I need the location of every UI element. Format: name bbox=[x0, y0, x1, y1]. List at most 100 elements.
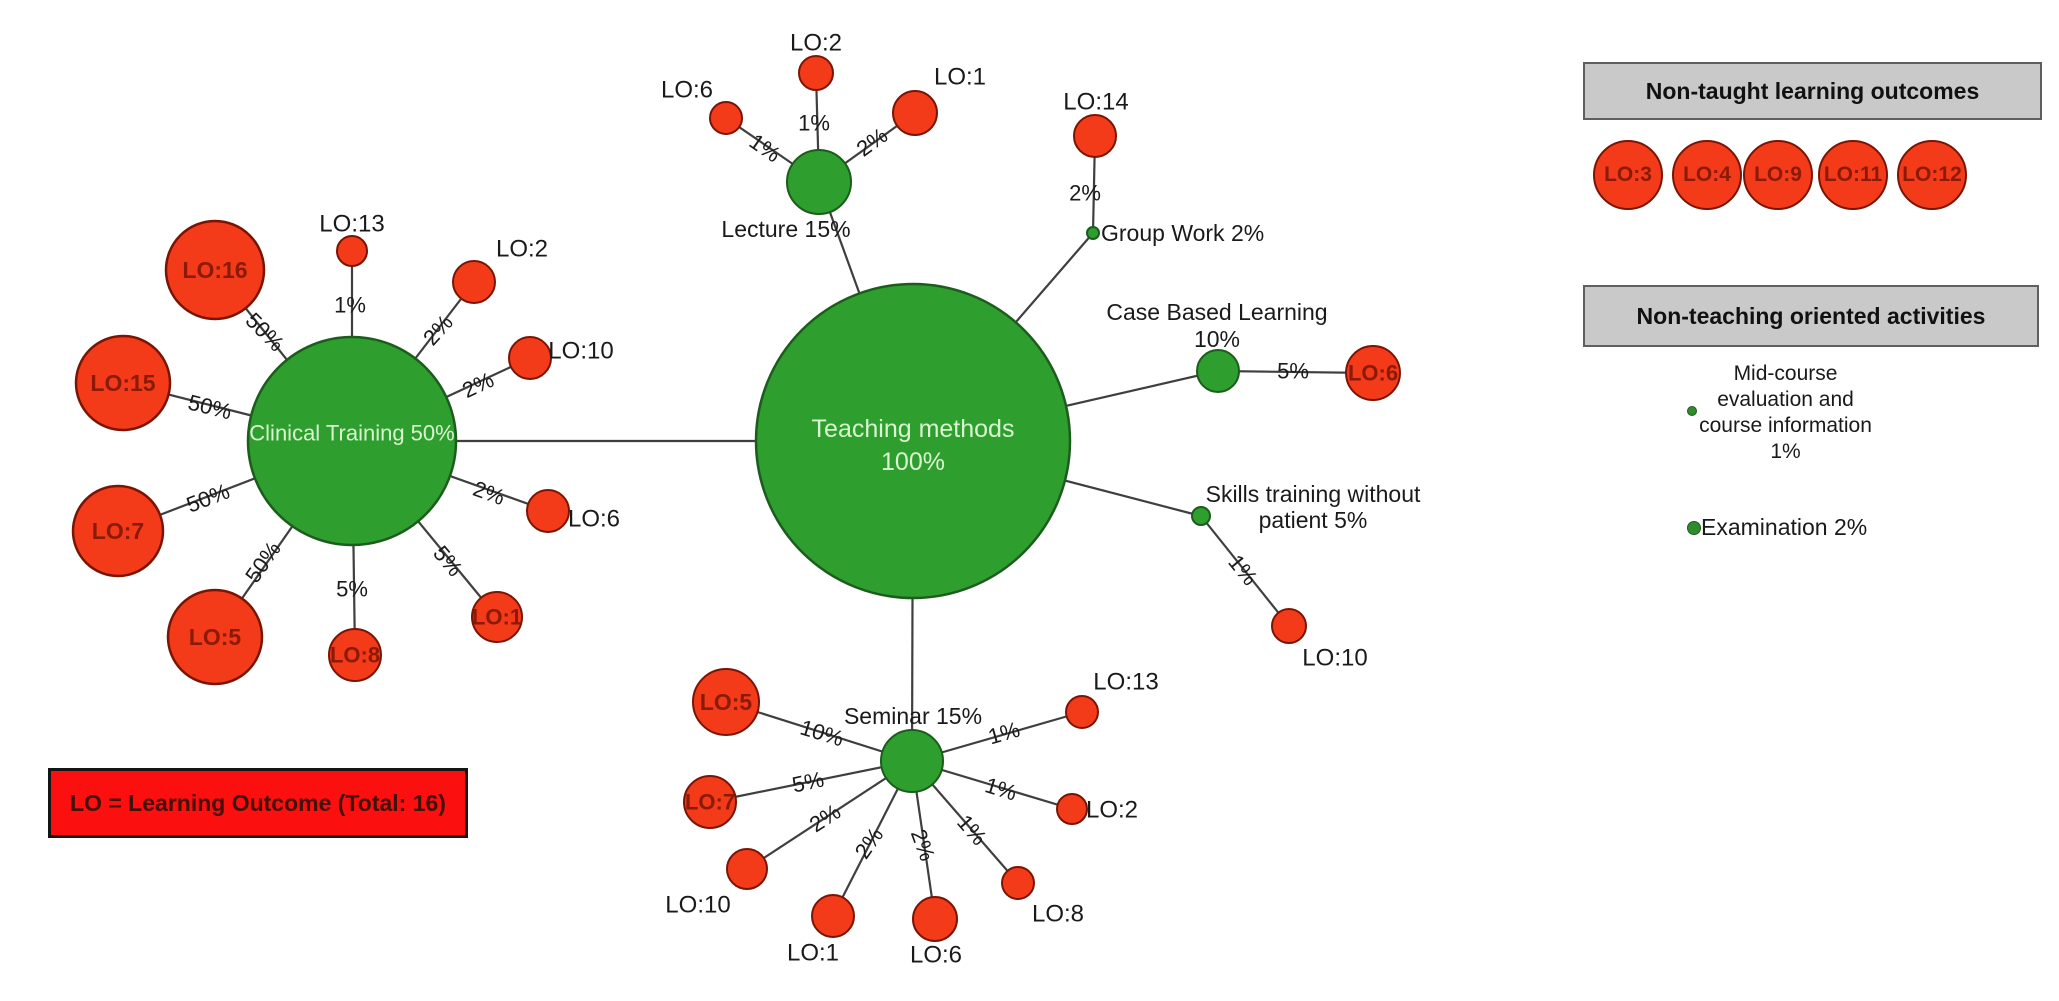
legend-outcome-lo3: LO:3 bbox=[1593, 140, 1663, 210]
legend-outcome-lo3-label: LO:3 bbox=[1604, 163, 1652, 186]
edge-label-casebased-cb_lo6: 5% bbox=[1277, 359, 1309, 384]
node-cl_lo7 bbox=[71, 484, 165, 578]
node-cl_lo10 bbox=[508, 336, 552, 380]
node-cl_lo16 bbox=[164, 219, 266, 321]
label-sem_lo2: LO:2 bbox=[1086, 797, 1138, 824]
edge-seminar-sem_lo10 bbox=[746, 760, 913, 870]
node-lecture bbox=[786, 149, 852, 215]
node-cl_lo5 bbox=[166, 588, 264, 686]
node-cb_lo6 bbox=[1345, 345, 1401, 401]
node-sem_lo10 bbox=[726, 848, 768, 890]
label-sem_lo10: LO:10 bbox=[665, 892, 730, 919]
label-cl_lo1: LO:1 bbox=[472, 605, 522, 630]
node-sem_lo6 bbox=[912, 896, 958, 942]
node-sem_lo2 bbox=[1056, 793, 1088, 825]
label-lec_lo1: LO:1 bbox=[934, 64, 986, 91]
edge-label-lecture-lec_lo1: 2% bbox=[852, 123, 892, 162]
label-cl_lo15: LO:15 bbox=[90, 370, 155, 396]
edge-label-seminar-sem_lo13: 1% bbox=[985, 717, 1022, 750]
midcourse-evaluation-label: Mid-course evaluation and course informa… bbox=[1699, 362, 1872, 463]
node-sem_lo13 bbox=[1065, 695, 1099, 729]
label-skills-1: patient 5% bbox=[1259, 507, 1368, 533]
node-casebased bbox=[1196, 349, 1240, 393]
node-cl_lo15 bbox=[74, 334, 172, 432]
label-cb_lo6: LO:6 bbox=[1348, 361, 1398, 386]
label-gw_lo14: LO:14 bbox=[1063, 89, 1128, 116]
edge-seminar-sem_lo7 bbox=[709, 759, 913, 804]
node-lec_lo1 bbox=[892, 90, 938, 136]
legend-outcome-lo12-label: LO:12 bbox=[1902, 163, 1962, 186]
edge-label-groupwork-gw_lo14: 2% bbox=[1069, 181, 1101, 206]
examination-dot-icon bbox=[1687, 521, 1701, 535]
edge-label-clinical-cl_lo7: 50% bbox=[183, 478, 233, 517]
node-sk_lo10 bbox=[1271, 608, 1307, 644]
node-sem_lo8 bbox=[1001, 866, 1035, 900]
edge-label-lecture-lec_lo2: 1% bbox=[798, 111, 830, 136]
label-tm: Teaching methods bbox=[812, 415, 1015, 443]
label-cl_lo2: LO:2 bbox=[496, 236, 548, 263]
label-sem_lo7: LO:7 bbox=[685, 790, 735, 815]
label-cl_lo16: LO:16 bbox=[182, 257, 247, 283]
node-skills bbox=[1191, 506, 1211, 526]
label-casebased-1: 10% bbox=[1194, 326, 1240, 352]
lo-definition-note: LO = Learning Outcome (Total: 16) bbox=[48, 768, 468, 838]
legend-outcome-lo9-label: LO:9 bbox=[1754, 163, 1802, 186]
edge-label-seminar-sem_lo2: 1% bbox=[982, 772, 1020, 805]
node-cl_lo13 bbox=[336, 235, 368, 267]
label-groupwork: Group Work 2% bbox=[1101, 220, 1264, 246]
label-sem_lo5: LO:5 bbox=[700, 689, 753, 715]
legend-outcome-lo11: LO:11 bbox=[1818, 140, 1888, 210]
edge-label-clinical-cl_lo8: 5% bbox=[336, 577, 368, 602]
edge-label-seminar-sem_lo8: 1% bbox=[952, 810, 992, 850]
edge-label-seminar-sem_lo6: 2% bbox=[906, 826, 940, 864]
label-sem_lo13: LO:13 bbox=[1093, 669, 1158, 696]
label-cl_lo6: LO:6 bbox=[568, 506, 620, 533]
midcourse-dot-icon bbox=[1687, 406, 1697, 416]
legend-outcome-lo4: LO:4 bbox=[1672, 140, 1742, 210]
node-clinical bbox=[246, 335, 458, 547]
edge-label-clinical-cl_lo10: 2% bbox=[458, 367, 497, 403]
label-lec_lo6: LO:6 bbox=[661, 77, 713, 104]
legend-outcome-lo4-label: LO:4 bbox=[1683, 163, 1731, 186]
edge-label-seminar-sem_lo7: 5% bbox=[790, 766, 826, 797]
label-lecture: Lecture 15% bbox=[721, 216, 850, 242]
label-cl_lo7: LO:7 bbox=[92, 518, 144, 544]
label-lec_lo2: LO:2 bbox=[790, 30, 842, 57]
node-cl_lo6 bbox=[526, 489, 570, 533]
edge-label-seminar-sem_lo5: 10% bbox=[797, 715, 846, 752]
label-seminar: Seminar 15% bbox=[844, 703, 982, 729]
node-lec_lo6 bbox=[709, 101, 743, 135]
node-sem_lo7 bbox=[683, 775, 737, 829]
edge-label-seminar-sem_lo10: 2% bbox=[805, 799, 845, 837]
node-tm bbox=[754, 282, 1072, 600]
lo-definition-note-text: LO = Learning Outcome (Total: 16) bbox=[70, 789, 446, 816]
label-sem_lo6: LO:6 bbox=[910, 942, 962, 969]
edge-skills-sk_lo10 bbox=[1200, 515, 1290, 627]
node-lec_lo2 bbox=[798, 55, 834, 91]
label-tm-1: 100% bbox=[881, 448, 945, 476]
label-clinical: Clinical Training 50% bbox=[249, 421, 454, 446]
label-casebased: Case Based Learning bbox=[1106, 299, 1327, 325]
legend-non-teaching-title: Non-teaching oriented activities bbox=[1636, 302, 1986, 329]
edge-label-clinical-cl_lo13: 1% bbox=[334, 293, 366, 318]
node-cl_lo1 bbox=[471, 591, 523, 643]
label-cl_lo10: LO:10 bbox=[548, 338, 613, 365]
node-sem_lo5 bbox=[692, 668, 760, 736]
legend-non-teaching-header: Non-teaching oriented activities bbox=[1583, 285, 2039, 347]
legend-outcome-lo9: LO:9 bbox=[1743, 140, 1813, 210]
node-gw_lo14 bbox=[1073, 114, 1117, 158]
node-cl_lo8 bbox=[328, 628, 382, 682]
edge-label-clinical-cl_lo2: 2% bbox=[418, 310, 458, 350]
label-sem_lo8: LO:8 bbox=[1032, 901, 1084, 928]
node-groupwork bbox=[1086, 226, 1100, 240]
node-seminar bbox=[880, 729, 944, 793]
legend-outcome-lo12: LO:12 bbox=[1897, 140, 1967, 210]
edge-label-clinical-cl_lo16: 50% bbox=[241, 308, 290, 357]
label-skills: Skills training without bbox=[1206, 481, 1421, 507]
edge-label-clinical-cl_lo15: 50% bbox=[186, 390, 235, 425]
legend-non-taught-title: Non-taught learning outcomes bbox=[1645, 77, 1980, 104]
node-sem_lo1 bbox=[811, 894, 855, 938]
label-cl_lo5: LO:5 bbox=[189, 624, 242, 650]
